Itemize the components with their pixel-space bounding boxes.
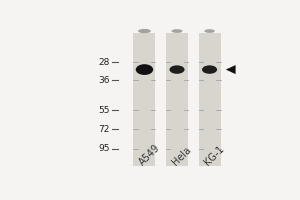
Ellipse shape: [204, 29, 215, 33]
Bar: [134, 33, 155, 166]
Text: 28: 28: [98, 58, 110, 67]
Text: KG-1: KG-1: [202, 144, 226, 167]
Polygon shape: [226, 65, 236, 74]
Text: A549: A549: [137, 142, 162, 167]
Text: 72: 72: [98, 125, 110, 134]
Ellipse shape: [202, 65, 217, 74]
Text: 55: 55: [98, 106, 110, 115]
Text: 36: 36: [98, 76, 110, 85]
Text: Hela: Hela: [170, 145, 193, 167]
Ellipse shape: [169, 65, 184, 74]
Bar: [166, 33, 188, 166]
Bar: [199, 33, 220, 166]
Text: 95: 95: [98, 144, 110, 153]
Ellipse shape: [171, 29, 183, 33]
Ellipse shape: [138, 29, 151, 33]
Ellipse shape: [136, 64, 153, 75]
